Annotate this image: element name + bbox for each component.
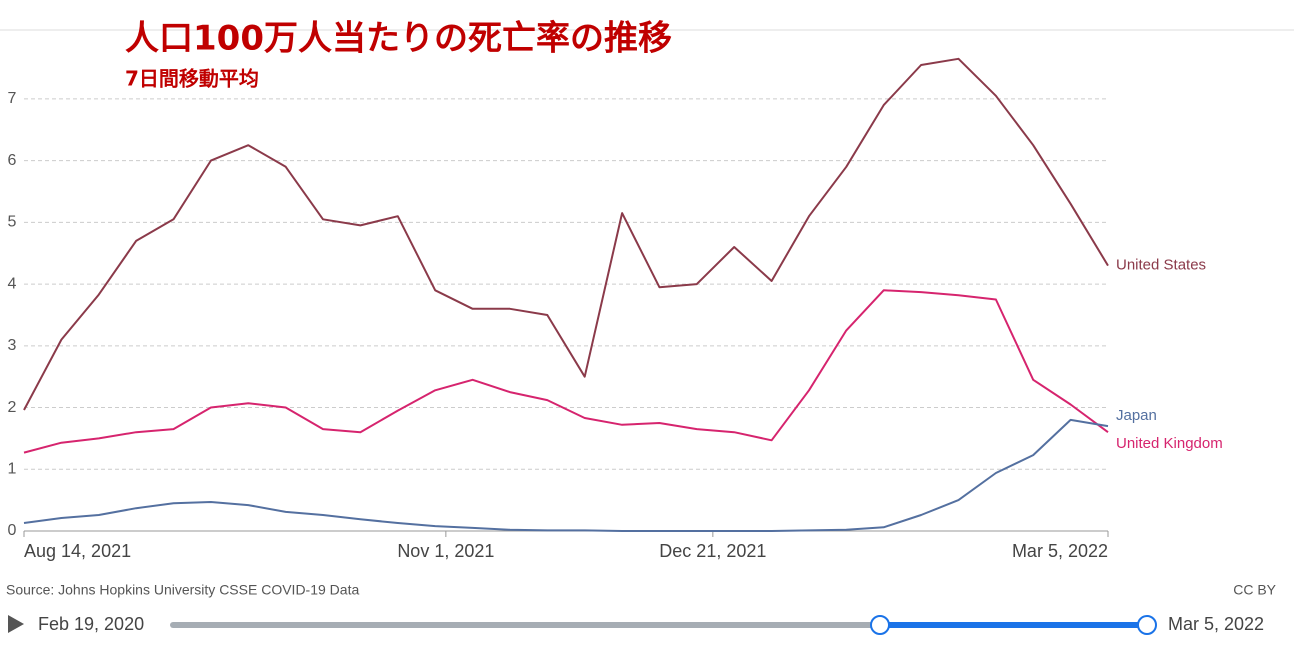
- series-line: [23, 418, 1109, 532]
- x-tick-label: Aug 14, 2021: [24, 541, 131, 561]
- x-tick-label: Mar 5, 2022: [1012, 541, 1108, 561]
- slider-handle[interactable]: [870, 615, 890, 635]
- x-tick-label: Dec 21, 2021: [659, 541, 766, 561]
- slider-handle[interactable]: [1137, 615, 1157, 635]
- y-tick-label: 5: [8, 214, 17, 231]
- timeline-start: Feb 19, 2020: [38, 614, 144, 634]
- timeline-end: Mar 5, 2022: [1168, 614, 1264, 634]
- chart-subtitle: 7日間移動平均: [125, 67, 259, 91]
- x-tick-label: Nov 1, 2021: [397, 541, 494, 561]
- y-tick-label: 1: [8, 460, 17, 477]
- y-tick-label: 6: [8, 152, 17, 169]
- chart-title: 人口100万人当たりの死亡率の推移: [125, 19, 672, 59]
- y-tick-label: 7: [8, 90, 17, 107]
- y-tick-label: 3: [8, 337, 17, 354]
- series-line: [23, 57, 1109, 411]
- source: Source: Johns Hopkins University CSSE CO…: [6, 582, 359, 598]
- license: CC BY: [1233, 582, 1276, 598]
- series-label: United Kingdom: [1116, 435, 1223, 452]
- series-label: Japan: [1116, 407, 1157, 424]
- y-tick-label: 4: [8, 275, 17, 292]
- play-button[interactable]: [8, 615, 24, 633]
- y-tick-label: 2: [8, 399, 17, 416]
- series-label: United States: [1116, 257, 1206, 274]
- series-line: [23, 289, 1109, 454]
- y-tick-label: 0: [8, 522, 17, 539]
